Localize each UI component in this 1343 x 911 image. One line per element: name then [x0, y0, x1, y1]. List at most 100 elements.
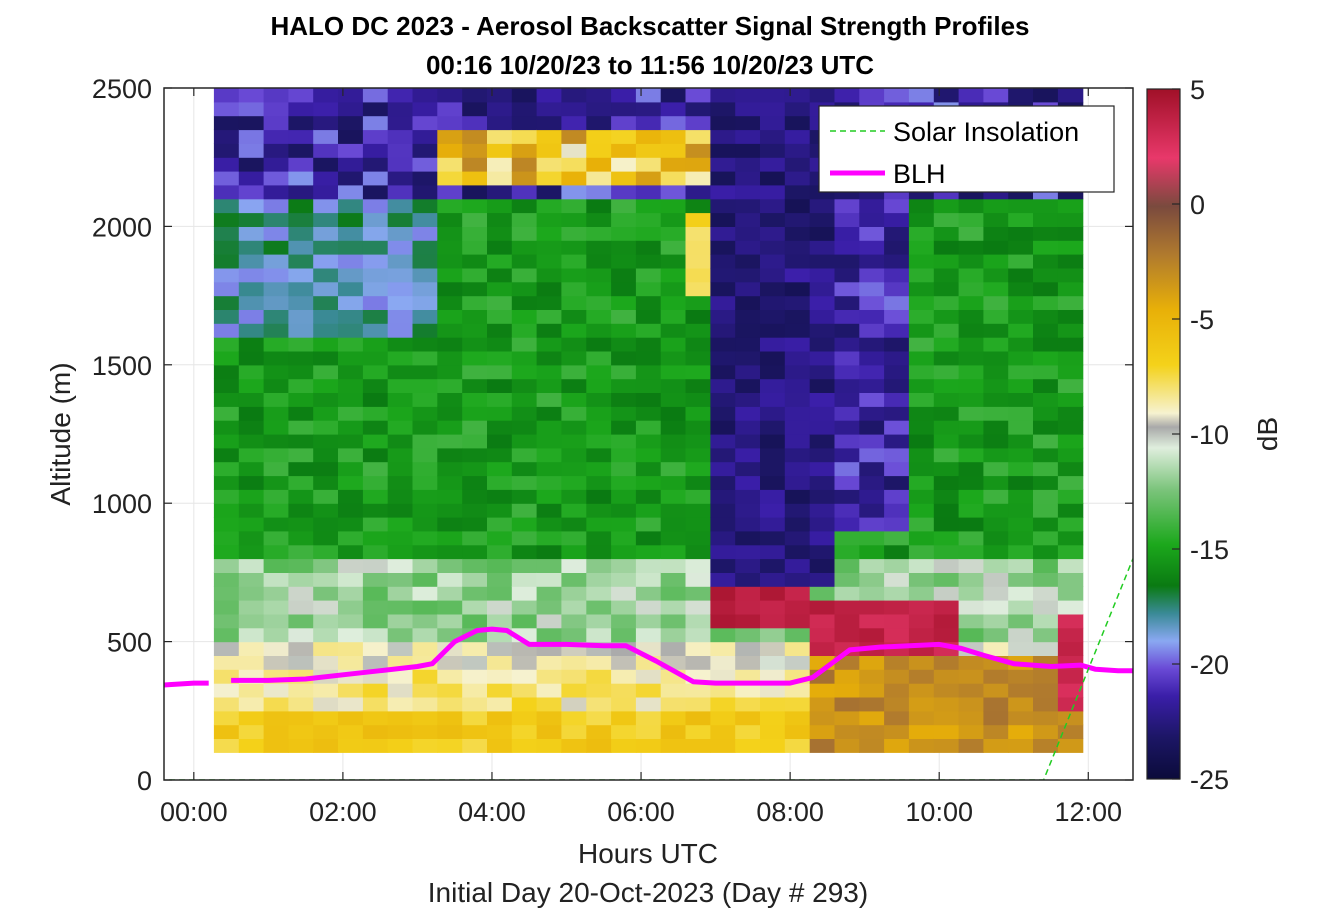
heatmap-cell	[809, 724, 836, 739]
heatmap-cell	[586, 115, 612, 131]
heatmap-cell	[288, 558, 314, 573]
heatmap-cell	[288, 641, 314, 656]
heatmap-cell	[288, 613, 314, 629]
heatmap-cell	[536, 447, 562, 463]
heatmap-cell	[933, 309, 960, 324]
heatmap-cell	[710, 351, 736, 366]
heatmap-cell	[809, 323, 836, 338]
heatmap-cell	[1057, 226, 1084, 241]
heatmap-cell	[635, 434, 662, 449]
heatmap-cell	[213, 447, 240, 463]
heatmap-cell	[536, 420, 562, 435]
heatmap-cell	[462, 544, 488, 560]
heatmap-cell	[611, 309, 637, 324]
heatmap-cell	[933, 461, 960, 477]
heatmap-cell	[1008, 378, 1034, 393]
heatmap-cell	[288, 364, 314, 380]
heatmap-cell	[536, 184, 562, 200]
heatmap-cell	[536, 710, 562, 726]
heatmap-cell	[561, 392, 587, 407]
heatmap-cell	[660, 226, 687, 241]
heatmap-cell	[983, 364, 1009, 380]
heatmap-cell	[263, 600, 289, 615]
heatmap-cell	[735, 544, 761, 560]
heatmap-cell	[784, 101, 811, 117]
heatmap-cell	[437, 572, 463, 587]
heatmap-cell	[611, 586, 637, 601]
heatmap-cell	[313, 351, 339, 366]
heatmap-cell	[685, 129, 711, 144]
heatmap-cell	[635, 517, 662, 532]
heatmap-cell	[983, 558, 1009, 573]
heatmap-cell	[437, 517, 463, 532]
heatmap-cell	[238, 447, 265, 463]
heatmap-cell	[288, 697, 314, 712]
heatmap-cell	[462, 198, 488, 214]
heatmap-cell	[511, 572, 538, 587]
heatmap-cell	[611, 655, 637, 670]
heatmap-cell	[561, 129, 587, 144]
heatmap-cell	[635, 157, 662, 172]
heatmap-cell	[784, 184, 811, 200]
heatmap-cell	[635, 226, 662, 241]
heatmap-cell	[313, 697, 339, 712]
heatmap-cell	[238, 323, 265, 338]
heatmap-cell	[288, 392, 314, 407]
heatmap-cell	[238, 544, 265, 560]
heatmap-cell	[536, 475, 562, 490]
heatmap-cell	[487, 171, 513, 186]
heatmap-cell	[362, 157, 389, 172]
heatmap-cell	[685, 267, 711, 283]
heatmap-cell	[735, 88, 761, 103]
heatmap-cell	[1008, 434, 1034, 449]
heatmap-cell	[1033, 392, 1059, 407]
x-tick-label: 00:00	[160, 797, 228, 827]
heatmap-cell	[635, 530, 662, 546]
heatmap-cell	[908, 198, 935, 214]
heatmap-cell	[362, 420, 389, 435]
heatmap-cell	[685, 295, 711, 310]
heatmap-cell	[784, 198, 811, 214]
heatmap-cell	[660, 420, 687, 435]
heatmap-cell	[536, 351, 562, 366]
heatmap-cell	[437, 309, 463, 324]
heatmap-cell	[263, 489, 289, 504]
heatmap-cell	[710, 434, 736, 449]
heatmap-cell	[611, 600, 637, 615]
heatmap-cell	[784, 697, 811, 712]
heatmap-cell	[437, 171, 463, 186]
heatmap-cell	[809, 281, 836, 297]
heatmap-cell	[685, 364, 711, 380]
heatmap-cell	[611, 669, 637, 684]
heatmap-cell	[809, 392, 836, 407]
heatmap-cell	[437, 655, 463, 670]
heatmap-cell	[933, 295, 960, 310]
heatmap-cell	[586, 101, 612, 117]
heatmap-cell	[338, 157, 364, 172]
heatmap-cell	[288, 129, 314, 144]
heatmap-cell	[263, 281, 289, 297]
heatmap-cell	[859, 558, 885, 573]
heatmap-cell	[288, 420, 314, 435]
heatmap-cell	[859, 212, 885, 227]
heatmap-cell	[1057, 392, 1084, 407]
heatmap-cell	[288, 710, 314, 726]
heatmap-cell	[263, 254, 289, 269]
heatmap-cell	[462, 364, 488, 380]
heatmap-cell	[362, 697, 389, 712]
heatmap-cell	[412, 503, 438, 518]
heatmap-cell	[809, 88, 836, 103]
heatmap-cell	[1008, 337, 1034, 352]
heatmap-cell	[387, 184, 414, 200]
heatmap-cell	[561, 697, 587, 712]
heatmap-cell	[313, 337, 339, 352]
heatmap-cell	[660, 641, 687, 656]
heatmap-cell	[884, 281, 910, 297]
heatmap-cell	[213, 600, 240, 615]
heatmap-cell	[263, 240, 289, 255]
heatmap-cell	[263, 364, 289, 380]
heatmap-cell	[809, 364, 836, 380]
heatmap-cell	[238, 212, 265, 227]
heatmap-cell	[685, 309, 711, 324]
heatmap-cell	[511, 101, 538, 117]
